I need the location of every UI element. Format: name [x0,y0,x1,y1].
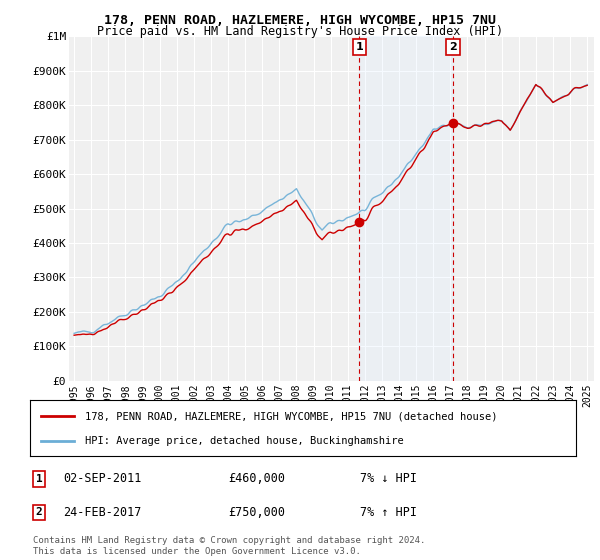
Text: £750,000: £750,000 [228,506,285,519]
Text: 178, PENN ROAD, HAZLEMERE, HIGH WYCOMBE, HP15 7NU (detached house): 178, PENN ROAD, HAZLEMERE, HIGH WYCOMBE,… [85,411,497,421]
Text: 2: 2 [449,42,457,52]
Bar [359,36,453,381]
Text: 24-FEB-2017: 24-FEB-2017 [63,506,142,519]
Text: 2: 2 [35,507,43,517]
Text: 1: 1 [35,474,43,484]
Text: 02-SEP-2011: 02-SEP-2011 [63,472,142,486]
Text: 1: 1 [355,42,363,52]
Text: 178, PENN ROAD, HAZLEMERE, HIGH WYCOMBE, HP15 7NU: 178, PENN ROAD, HAZLEMERE, HIGH WYCOMBE,… [104,14,496,27]
Text: 7% ↑ HPI: 7% ↑ HPI [360,506,417,519]
Text: Contains HM Land Registry data © Crown copyright and database right 2024.
This d: Contains HM Land Registry data © Crown c… [33,536,425,556]
Text: 7% ↓ HPI: 7% ↓ HPI [360,472,417,486]
Text: £460,000: £460,000 [228,472,285,486]
Text: Price paid vs. HM Land Registry's House Price Index (HPI): Price paid vs. HM Land Registry's House … [97,25,503,38]
Text: HPI: Average price, detached house, Buckinghamshire: HPI: Average price, detached house, Buck… [85,436,403,446]
